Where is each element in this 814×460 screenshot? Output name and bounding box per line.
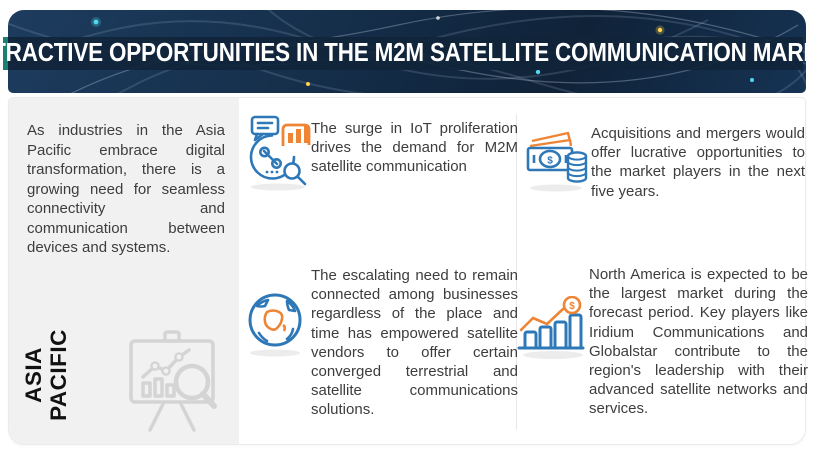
iot-proliferation-icon — [249, 115, 311, 191]
opportunity-text-acquisitions: Acquisitions and mergers would offer luc… — [591, 125, 805, 200]
growth-chart-dollar-icon: $ — [517, 296, 585, 359]
region-sidebar: As industries in the Asia Pacific embrac… — [9, 98, 239, 444]
page-title: ATTRACTIVE OPPORTUNITIES IN THE M2M SATE… — [0, 39, 814, 67]
money-acquisitions-icon: $ — [526, 131, 588, 192]
quadrant-divider — [516, 114, 517, 430]
opportunity-text-iot: The surge in IoT proliferation drives th… — [311, 120, 518, 176]
title-band: ATTRACTIVE OPPORTUNITIES IN THE M2M SATE… — [0, 37, 814, 70]
presentation-board-illustration — [129, 330, 217, 432]
region-summary-text: As industries in the Asia Pacific embrac… — [27, 122, 225, 256]
globe-connectivity-icon — [248, 293, 302, 357]
region-label: ASIA PACIFIC — [21, 329, 71, 421]
svg-text:$: $ — [569, 301, 575, 312]
content-card: As industries in the Asia Pacific embrac… — [8, 97, 808, 445]
svg-text:$: $ — [547, 156, 553, 167]
opportunity-text-connectivity: The escalating need to remain connected … — [311, 267, 518, 419]
opportunity-text-north-america: North America is expected to be the larg… — [589, 266, 808, 418]
